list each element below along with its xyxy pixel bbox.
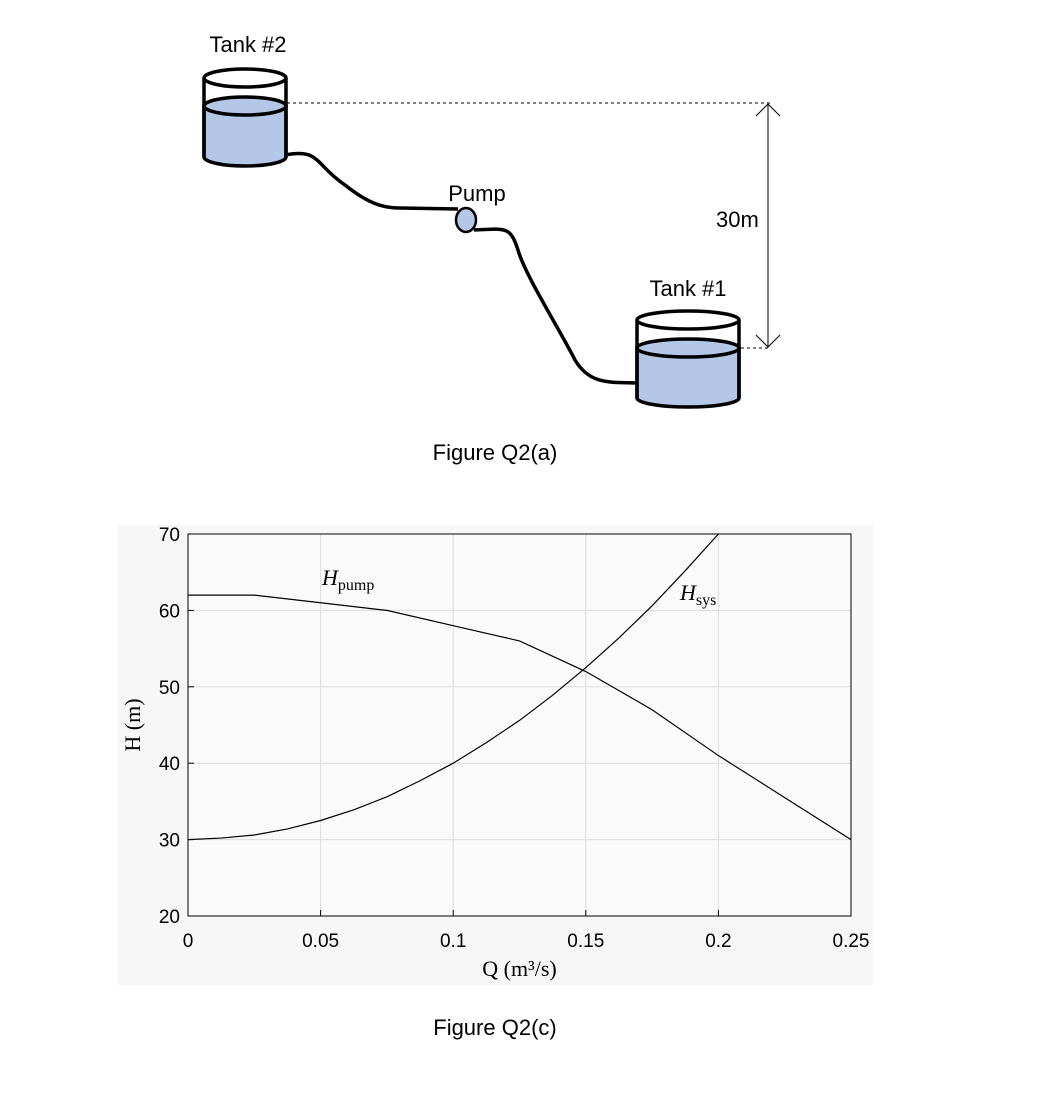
- tank-water: [202, 104, 288, 168]
- curve-label: Hsys: [679, 580, 716, 609]
- diagram: [202, 67, 741, 409]
- tank-label: Tank #1: [649, 276, 726, 301]
- x-axis-label: Q (m³/s): [482, 956, 556, 981]
- y-tick-label: 30: [159, 831, 180, 852]
- tank-label: Tank #2: [209, 32, 286, 57]
- data-line: [187, 533, 719, 841]
- pipe: [473, 227, 637, 385]
- tank-rim: [202, 67, 288, 89]
- x-tick-label: 0: [183, 931, 194, 952]
- height-label: 30m: [716, 207, 759, 232]
- x-tick-label: 0.15: [567, 931, 604, 952]
- plot-area: [188, 534, 851, 916]
- pipe: [284, 151, 459, 211]
- tank-water-surface: [202, 95, 288, 117]
- data-line: [188, 594, 852, 841]
- y-tick-label: 60: [159, 601, 180, 622]
- pump-label: Pump: [448, 181, 505, 206]
- pump-icon: [454, 206, 478, 234]
- caption: Figure Q2(a): [433, 440, 558, 465]
- axes-frame: [187, 533, 852, 917]
- y-tick-label: 20: [159, 907, 180, 928]
- y-axis-label: H (m): [120, 698, 145, 751]
- tank-water-surface: [635, 337, 741, 359]
- tank-rim: [635, 309, 741, 331]
- curve-label-main: H: [321, 565, 339, 590]
- y-tick-label: 70: [159, 525, 180, 546]
- x-tick-label: 0.2: [705, 931, 731, 952]
- tank-water: [635, 346, 741, 409]
- arrow-head: [755, 103, 781, 348]
- curve-label-sub: pump: [338, 577, 374, 594]
- y-tick-label: 50: [159, 678, 180, 699]
- x-tick-label: 0.1: [440, 931, 466, 952]
- x-tick-label: 0.05: [302, 931, 339, 952]
- y-tick-label: 40: [159, 754, 180, 775]
- curve-label: Hpump: [321, 565, 374, 594]
- curve-label-main: H: [679, 580, 697, 605]
- curve-label-sub: sys: [696, 592, 716, 609]
- x-tick-label: 0.25: [833, 931, 870, 952]
- caption: Figure Q2(c): [433, 1015, 556, 1040]
